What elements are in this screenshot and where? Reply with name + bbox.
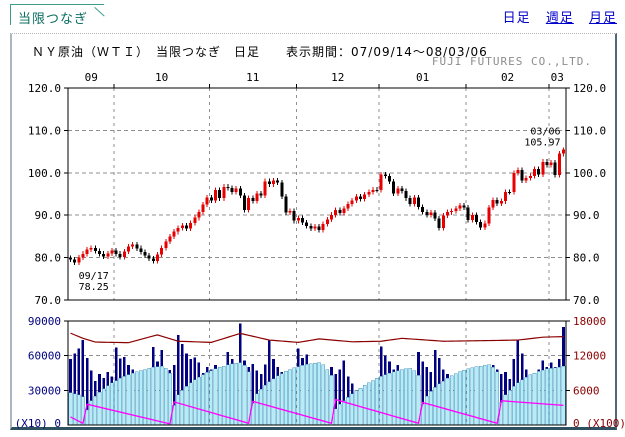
volume-tick-label-right: 18000	[573, 315, 606, 328]
price-tick-label-right: 90.0	[573, 209, 600, 222]
month-label: 03	[551, 71, 564, 84]
month-label: 11	[246, 71, 259, 84]
price-tick-label-right: 80.0	[573, 252, 600, 265]
low-annotation-value: 78.25	[79, 282, 109, 293]
month-label: 02	[501, 71, 514, 84]
price-tick-label-right: 100.0	[573, 167, 606, 180]
volume-axis-ticks	[64, 320, 570, 391]
price-tick-label-right: 110.0	[573, 124, 606, 137]
chart-title: ＮＹ原油（ＷＴＩ） 当限つなぎ 日足 表示期間：07/09/14～08/03/0…	[32, 45, 488, 59]
low-annotation-date: 09/17	[79, 271, 109, 282]
price-tick-label-left: 100.0	[28, 167, 61, 180]
price-tick-label-left: 90.0	[35, 209, 62, 222]
high-annotation-date: 03/06	[530, 126, 560, 137]
volume-tick-label-right: 12000	[573, 350, 606, 363]
volume-tick-label-left: 60000	[28, 350, 61, 363]
contract-open-interest-line	[70, 398, 564, 425]
tab-label: 当限つなぎ	[18, 12, 89, 27]
price-grid	[68, 88, 566, 300]
price-frame	[67, 87, 567, 301]
price-tick-label-left: 80.0	[35, 252, 62, 265]
volume-frame	[67, 320, 567, 426]
timeframe-links: 日足 週足 月足	[493, 7, 617, 26]
month-label: 09	[85, 71, 98, 84]
company-name: FUJI FUTURES CO.,LTD.	[431, 55, 592, 68]
tab-fold-decoration	[94, 7, 105, 17]
price-tick-label-left: 70.0	[35, 294, 62, 307]
month-label: 01	[416, 71, 429, 84]
high-annotation-value: 105.97	[524, 137, 560, 148]
timeframe-link-weekly[interactable]: 週足	[545, 11, 574, 26]
price-tick-label-left: 120.0	[28, 82, 61, 95]
timeframe-link-daily[interactable]: 日足	[502, 11, 531, 26]
volume-tick-label-right: 6000	[573, 384, 600, 397]
total-open-interest-line	[70, 332, 564, 344]
tab-current-contract[interactable]: 当限つなぎ	[10, 4, 105, 27]
price-axis-ticks	[64, 84, 570, 301]
price-tick-label-right: 120.0	[573, 82, 606, 95]
open-interest-bars	[68, 362, 566, 426]
month-label: 10	[155, 71, 168, 84]
candlestick-series	[69, 147, 565, 266]
timeframe-link-monthly[interactable]: 月足	[588, 11, 617, 26]
volume-left-unit-label: (X10) 0	[15, 417, 61, 430]
chart-canvas: 120.0 120.0 110.0 110.0 100.0 100.0 90.0 90.0 80…	[15, 71, 625, 430]
price-tick-label-left: 110.0	[28, 124, 61, 137]
month-label: 12	[331, 71, 344, 84]
volume-right-unit-label: 0 (X100)	[573, 417, 625, 430]
price-tick-label-right: 70.0	[573, 294, 600, 307]
chart-widget: ＮＹ原油（ＷＴＩ） 当限つなぎ 日足 表示期間：07/09/14～08/03/0…	[10, 33, 625, 430]
volume-tick-label-left: 90000	[28, 315, 61, 328]
volume-tick-label-left: 30000	[28, 384, 61, 397]
